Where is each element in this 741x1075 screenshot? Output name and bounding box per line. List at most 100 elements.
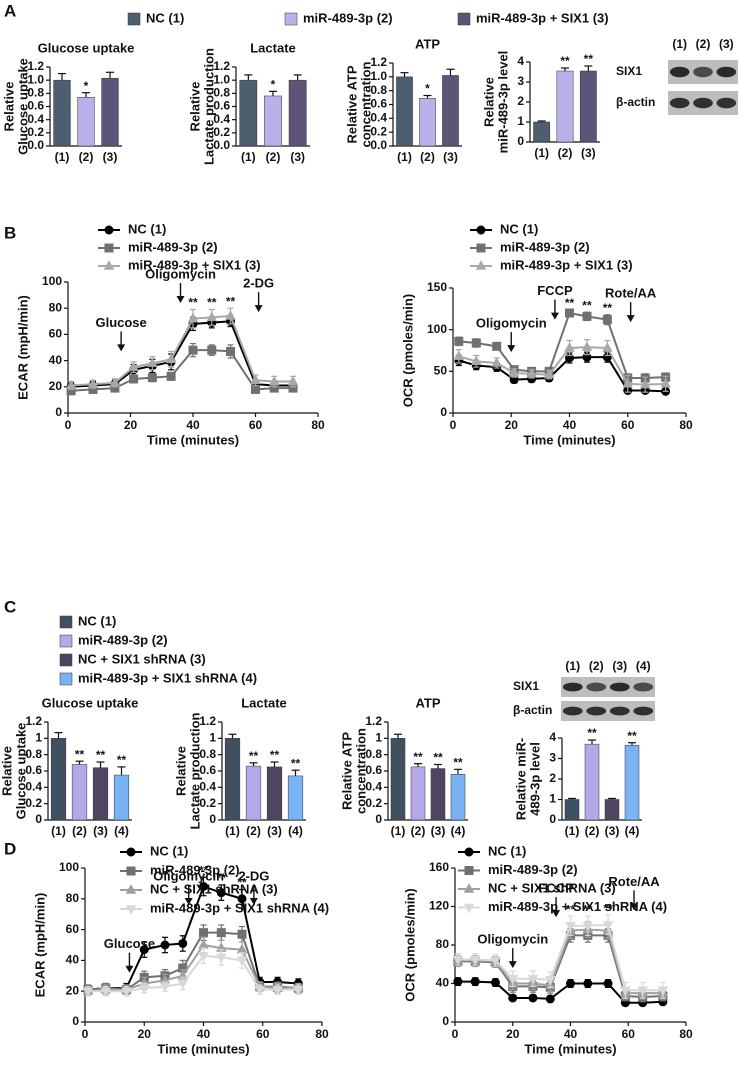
bar [53,79,71,147]
y-tick-label: 0.4 [27,112,44,126]
marker [104,225,114,235]
x-tick-label: (3) [605,824,620,838]
x-tick-label: 20 [124,418,138,432]
blot-band [633,682,654,692]
y-axis-label: Relative miR- [513,738,528,820]
y-tick-label: 1.2 [213,59,230,73]
x-tick-label: (4) [288,824,303,838]
marker [452,955,464,966]
y-axis-label: Relative [1,82,16,132]
significance: ** [270,748,280,762]
y-tick-label: 40 [49,353,63,367]
y-tick-label: 0 [375,812,382,826]
y-tick-label: 1.2 [370,55,387,69]
legend-swatch [59,653,73,667]
x-tick-label: (2) [72,824,87,838]
y-tick-label: 1 [35,731,42,745]
marker [602,315,612,325]
y-tick-label: 0.6 [370,97,387,111]
blot-band [716,97,737,109]
y-tick-label: 0.0 [27,138,44,152]
blot-strip [561,701,655,721]
marker [129,374,139,384]
y-tick-label: 0 [35,812,42,826]
significance: * [425,82,430,96]
blot-lane-label: (3) [612,659,627,673]
bar [113,774,130,821]
marker [508,367,520,377]
marker [528,993,538,1003]
x-tick-label: 20 [138,1027,152,1041]
marker [464,847,474,857]
y-tick-label: 0 [72,1014,79,1028]
panel-label: B [4,223,16,242]
blot-lane-label: (3) [719,37,734,51]
annotation: 2-DG [238,868,269,883]
chart-title: Glucose uptake [42,695,139,710]
marker [159,982,171,993]
marker [251,384,260,394]
bar [92,767,109,821]
y-tick-label: 0.6 [365,763,382,777]
y-tick-label: 100 [427,322,447,336]
legend-label: miR-489-3p (2) [488,862,578,877]
y-tick-label: 0 [549,812,556,826]
legend-label: miR-489-3p (2) [303,10,393,25]
x-tick-label: 40 [186,418,200,432]
marker [637,986,648,997]
legend-label: NC + SIX1 shRNA (3) [150,881,278,896]
marker [463,903,475,914]
y-tick-label: 0.2 [365,796,382,810]
marker [543,368,555,379]
y-axis-label: OCR (pmoles/min) [402,888,417,1001]
bar [430,768,446,821]
y-tick-label: 40 [66,953,80,967]
y-tick-label: 0.6 [25,763,42,777]
blot-row-label: SIX1 [513,679,539,693]
marker [236,956,248,967]
legend-label: NC (1) [146,10,184,25]
significance: ** [566,902,576,916]
y-tick-label: 0.4 [213,112,230,126]
legend-label: NC + SIX1 shRNA (3) [488,880,616,895]
y-tick-label: 40 [436,976,450,990]
y-axis-label: Relative [173,746,188,796]
annotation: Oligomycin [153,868,224,883]
blot-lane-label: (2) [589,659,604,673]
blot-row-label: β-actin [616,95,655,109]
marker [657,986,669,997]
bar [579,70,597,143]
significance: ** [587,726,597,740]
marker [126,847,136,857]
x-tick-label: 0 [82,1027,89,1041]
y-tick-label: 0.4 [370,111,387,125]
bar [71,764,88,821]
annotation-arrowhead [626,315,635,323]
marker [476,243,486,253]
y-tick-label: 0 [209,812,216,826]
blot-band [633,706,654,716]
marker [492,341,502,351]
x-tick-label: (3) [443,150,458,164]
legend-swatch [127,12,141,26]
significance: ** [217,871,227,885]
marker [639,378,651,389]
legend-swatch [59,615,73,629]
marker [602,342,613,352]
x-tick-label: 40 [197,1027,211,1041]
marker [293,985,304,996]
annotation-arrowhead [630,903,639,911]
marker [602,921,614,931]
significance: ** [226,294,236,308]
legend-label: NC (1) [150,843,188,858]
y-tick-label: 0.8 [27,86,44,100]
annotation-arrowhead [507,345,516,353]
significance: ** [584,52,594,66]
x-tick-label: (2) [266,150,281,164]
marker [254,985,266,996]
y-tick-label: 0.2 [213,125,230,139]
bar [264,95,282,147]
bar [101,77,119,147]
x-tick-label: (1) [241,150,256,164]
